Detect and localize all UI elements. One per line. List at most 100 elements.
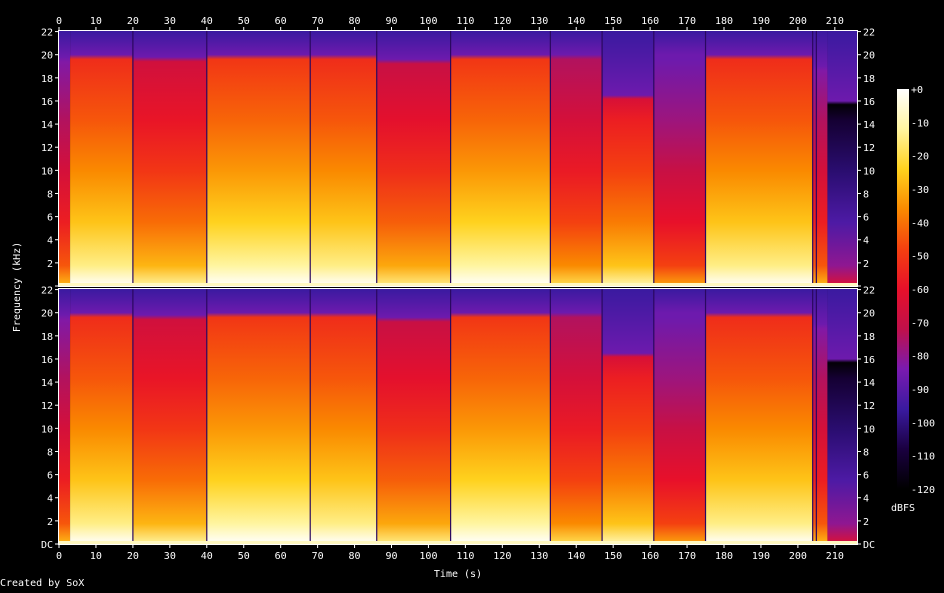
channel-1-segment: [653, 31, 706, 286]
x-tick-label-top: 80: [349, 16, 361, 27]
x-tick-label-top: 120: [493, 16, 511, 27]
x-tick-label-bottom: 0: [56, 551, 62, 562]
colorbar-tick-label: -10: [911, 118, 929, 129]
x-tick-label-bottom: 80: [349, 551, 361, 562]
colorbar-tick-label: -50: [911, 252, 929, 263]
channel-1-segment: [450, 31, 551, 286]
channel-2-frame: [58, 288, 858, 545]
y-tick-label-right: 8: [863, 189, 869, 200]
channel-2-segment: [653, 289, 706, 544]
channel-1-segment: [376, 31, 451, 286]
x-tick-label-bottom: 20: [127, 551, 139, 562]
x-axis-title: Time (s): [434, 569, 482, 580]
x-tick-label-top: 60: [275, 16, 287, 27]
y-tick-label-right: 12: [863, 143, 875, 154]
y-tick-label-left: 14: [41, 120, 53, 131]
colorbar-tick-label: +0: [911, 85, 923, 96]
x-tick-label-bottom: 190: [752, 551, 770, 562]
channel-1-segment: [705, 31, 813, 286]
x-tick-label-top: 0: [56, 16, 62, 27]
y-tick-label-left: 18: [41, 74, 53, 85]
colorbar-tick-label: -40: [911, 218, 929, 229]
colorbar-tick-label: -60: [911, 285, 929, 296]
y-tick-label-left: 16: [41, 355, 53, 366]
x-tick-label-bottom: 110: [456, 551, 474, 562]
channel-2-segment: [602, 289, 654, 544]
x-tick-label-top: 130: [530, 16, 548, 27]
channel-2-segment: [376, 289, 451, 544]
channel-2-segment: [206, 289, 311, 544]
colorbar-unit-label: dBFS: [891, 503, 915, 514]
y-tick-label-right: 4: [863, 494, 869, 505]
x-tick-label-top: 160: [641, 16, 659, 27]
x-tick-label-bottom: 180: [715, 551, 733, 562]
channel-2-segment: [550, 289, 603, 544]
y-tick-label-right: 22: [863, 28, 875, 39]
channel-2-segment: [132, 289, 207, 544]
y-tick-label-right: 20: [863, 51, 875, 62]
x-tick-label-top: 140: [567, 16, 585, 27]
x-tick-label-bottom: 30: [164, 551, 176, 562]
y-tick-label-left: 4: [47, 494, 53, 505]
y-tick-label-right: 18: [863, 74, 875, 85]
y-tick-label-left: DC: [41, 540, 53, 551]
y-tick-label-left: 12: [41, 401, 53, 412]
y-tick-label-right: 14: [863, 378, 875, 389]
colorbar-tick-label: -120: [911, 485, 935, 496]
y-tick-label-left: 14: [41, 378, 53, 389]
y-tick-label-right: DC: [863, 540, 875, 551]
x-tick-label-top: 210: [826, 16, 844, 27]
y-tick-label-right: 2: [863, 259, 869, 270]
channel-2-segment: [70, 289, 133, 544]
y-tick-label-right: 4: [863, 236, 869, 247]
x-tick-label-top: 20: [127, 16, 139, 27]
y-axis-title: Frequency (kHz): [12, 242, 23, 332]
x-tick-label-top: 90: [385, 16, 397, 27]
channel-2-segment: [812, 289, 828, 544]
channel-1-segment: [310, 31, 377, 286]
colorbar-tick-label: -30: [911, 185, 929, 196]
channel-2-segment: [59, 289, 71, 544]
channel-1-segment: [132, 31, 207, 286]
y-tick-label-left: 22: [41, 286, 53, 297]
colorbar-tick-label: -100: [911, 418, 935, 429]
x-tick-label-bottom: 100: [419, 551, 437, 562]
y-tick-label-right: 14: [863, 120, 875, 131]
colorbar-tick-label: -80: [911, 352, 929, 363]
y-tick-label-left: 4: [47, 236, 53, 247]
y-tick-label-right: 10: [863, 166, 875, 177]
y-tick-label-right: 18: [863, 332, 875, 343]
y-tick-label-left: 10: [41, 424, 53, 435]
y-tick-label-left: 12: [41, 143, 53, 154]
channel-2-segment: [705, 289, 813, 544]
x-tick-label-bottom: 40: [201, 551, 213, 562]
x-tick-label-bottom: 170: [678, 551, 696, 562]
y-tick-label-right: 2: [863, 517, 869, 528]
y-tick-label-left: 8: [47, 189, 53, 200]
x-tick-label-bottom: 160: [641, 551, 659, 562]
channel-1-frame: [58, 30, 858, 287]
x-tick-label-bottom: 130: [530, 551, 548, 562]
x-tick-label-top: 100: [419, 16, 437, 27]
x-tick-label-bottom: 200: [789, 551, 807, 562]
y-tick-label-right: 20: [863, 309, 875, 320]
channel-2-dc-band: [59, 541, 857, 544]
x-tick-label-top: 70: [312, 16, 324, 27]
y-tick-label-right: 6: [863, 213, 869, 224]
channel-1-segment: [812, 31, 828, 286]
x-tick-label-bottom: 70: [312, 551, 324, 562]
y-tick-label-left: 6: [47, 471, 53, 482]
channel-1-segment: [70, 31, 133, 286]
x-tick-label-bottom: 10: [90, 551, 102, 562]
channel-2-segment: [310, 289, 377, 544]
x-tick-label-bottom: 90: [385, 551, 397, 562]
channel-1-segment: [827, 31, 857, 286]
x-tick-label-bottom: 140: [567, 551, 585, 562]
y-tick-label-left: 20: [41, 51, 53, 62]
y-tick-label-right: 8: [863, 447, 869, 458]
channel-1-segment: [206, 31, 311, 286]
x-tick-label-bottom: 210: [826, 551, 844, 562]
y-tick-label-left: 16: [41, 97, 53, 108]
x-tick-label-top: 50: [238, 16, 250, 27]
